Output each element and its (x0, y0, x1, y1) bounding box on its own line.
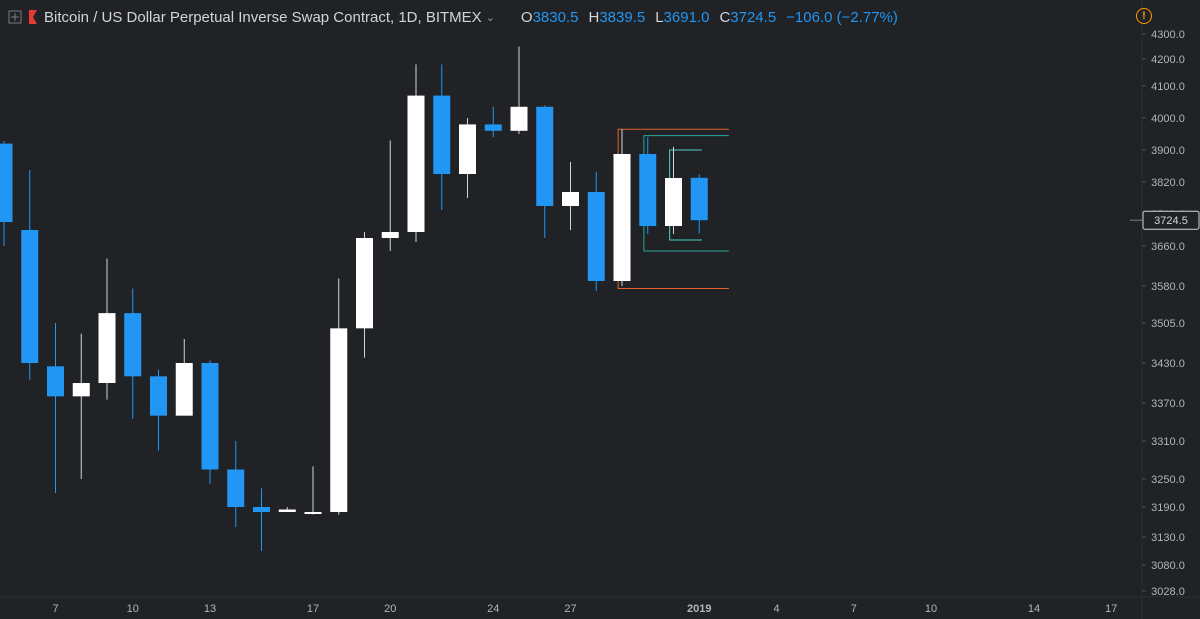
candle-body[interactable] (407, 95, 425, 232)
candle-body[interactable] (484, 124, 502, 131)
price-tick-label: 3900.0 (1151, 145, 1185, 157)
candle-body[interactable] (613, 154, 631, 281)
candle-body[interactable] (587, 192, 605, 281)
candle-body[interactable] (562, 192, 579, 206)
price-tick-label: 4200.0 (1151, 54, 1185, 66)
candle-body[interactable] (536, 106, 554, 206)
candle-body[interactable] (665, 178, 682, 226)
open-label: O (520, 8, 533, 26)
candle-body[interactable] (459, 124, 476, 174)
candle-body[interactable] (0, 143, 13, 222)
price-tick-label: 4100.0 (1151, 81, 1185, 93)
price-tick-label: 3580.0 (1151, 281, 1185, 293)
candle-body[interactable] (639, 154, 657, 226)
time-tick-label: 4 (773, 603, 779, 615)
time-tick-label: 13 (204, 603, 216, 615)
close-label: C (719, 8, 731, 26)
low-label: L (655, 8, 664, 26)
time-tick-label: 7 (52, 603, 58, 615)
candle-body[interactable] (356, 238, 373, 329)
change-value: −106.0 (−2.77%) (786, 8, 898, 26)
candle-body[interactable] (433, 95, 451, 174)
candle-body[interactable] (150, 376, 167, 416)
candle-body[interactable] (72, 383, 90, 397)
current-price-label: 3724.5 (1154, 215, 1188, 227)
ohlc-values: O3830.5 H3839.5 L3691.0 C3724.5 −106.0 (… (521, 9, 898, 26)
candle-body[interactable] (690, 177, 708, 221)
axes: 3028.0 3080.0 3130.0 3190.0 3250.0 3310.0 3370… (52, 29, 1200, 615)
range-line[interactable] (643, 135, 729, 252)
candle-body[interactable] (381, 232, 399, 238)
price-tick-label: 3190.0 (1151, 502, 1185, 514)
candle-body[interactable] (47, 366, 64, 397)
time-tick-label: 7 (851, 603, 857, 615)
time-tick-label: 17 (1105, 603, 1117, 615)
time-tick-label: 24 (487, 603, 499, 615)
high-value: 3839.5 (599, 8, 646, 26)
price-tick-label: 3310.0 (1151, 436, 1185, 448)
candle-body[interactable] (304, 512, 322, 514)
low-value: 3691.0 (663, 8, 710, 26)
candle-body[interactable] (124, 313, 142, 377)
symbol-title[interactable]: Bitcoin / US Dollar Perpetual Inverse Sw… (44, 8, 482, 26)
close-value: 3724.5 (730, 8, 777, 26)
expand-icon[interactable] (8, 10, 22, 24)
time-tick-label: 2019 (687, 603, 711, 615)
candle-body[interactable] (21, 230, 39, 363)
price-tick-label: 3080.0 (1151, 560, 1185, 572)
candle-body[interactable] (510, 106, 528, 131)
time-tick-label: 10 (925, 603, 937, 615)
price-tick-label: 3430.0 (1151, 358, 1185, 370)
candle-body[interactable] (253, 507, 270, 512)
warning-icon[interactable]: ! (1136, 8, 1152, 24)
time-tick-label: 10 (127, 603, 139, 615)
time-tick-label: 20 (384, 603, 396, 615)
price-tick-label: 3130.0 (1151, 532, 1185, 544)
candles (0, 46, 708, 551)
candle-body[interactable] (98, 313, 116, 383)
chart-header: Bitcoin / US Dollar Perpetual Inverse Sw… (0, 0, 898, 34)
price-tick-label: 3250.0 (1151, 474, 1185, 486)
candle-body[interactable] (278, 509, 296, 513)
price-tick-label: 3370.0 (1151, 398, 1185, 410)
price-tick-label: 4300.0 (1151, 29, 1185, 41)
candle-body[interactable] (227, 469, 245, 508)
time-tick-label: 14 (1028, 603, 1040, 615)
bitmex-logo-icon (29, 10, 37, 24)
price-tick-label: 4000.0 (1151, 113, 1185, 125)
candle-body[interactable] (175, 363, 193, 416)
time-tick-label: 27 (564, 603, 576, 615)
chevron-down-icon[interactable]: ⌄ (485, 11, 495, 24)
candle-body[interactable] (330, 328, 348, 512)
time-tick-label: 17 (307, 603, 319, 615)
price-tick-label: 3505.0 (1151, 318, 1185, 330)
high-label: H (588, 8, 600, 26)
price-tick-label: 3660.0 (1151, 241, 1185, 253)
open-value: 3830.5 (532, 8, 579, 26)
price-tick-label: 3028.0 (1151, 586, 1185, 598)
candle-body[interactable] (201, 363, 219, 470)
price-tick-label: 3820.0 (1151, 177, 1185, 189)
price-label-box (1142, 210, 1200, 230)
